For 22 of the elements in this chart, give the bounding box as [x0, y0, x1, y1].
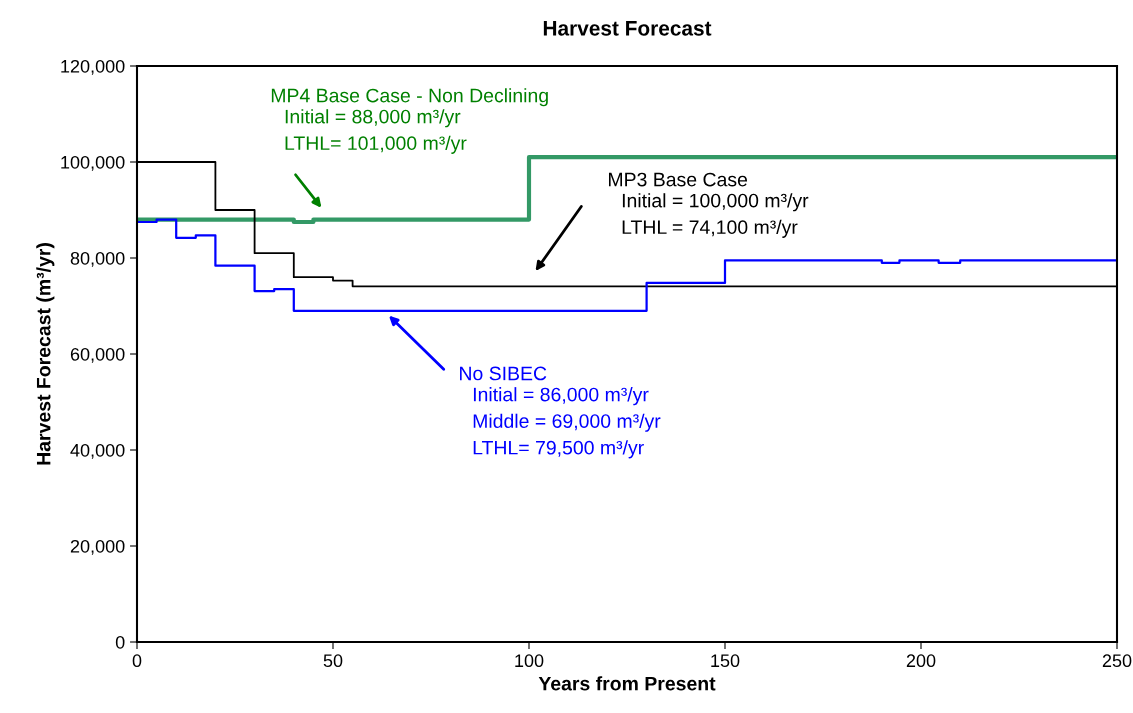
text: No SIBEC [460, 366, 547, 381]
x-tick-label: 200 [906, 654, 936, 668]
annotation: Initial = 86,000 m³/yr Middle = 69,000 m³/yr LTHL= 79,500 m³/yr [473, 387, 661, 459]
x-tick-label: 150 [711, 654, 740, 668]
y-tick-label: 120,000 [61, 59, 125, 75]
x-tick-label: 50 [323, 654, 343, 668]
y-tick-label: 40,000 [70, 443, 125, 459]
y-tick-label: 0 [115, 635, 125, 649]
y-tick-label: 80,000 [70, 251, 125, 267]
y-axis-title: Harvest Forecast (m³/yr) [36, 243, 55, 465]
x-tick-label: 0 [132, 654, 142, 668]
annotation: Initial = 88,000 m³/yr LTHL= 101,000 m³/yr [285, 109, 467, 154]
y-tick-label: 60,000 [70, 347, 125, 363]
chart-title: Harvest Forecast [543, 21, 712, 36]
text: MP3 Base Case [609, 172, 748, 187]
y-tick-label: 100,000 [61, 155, 125, 171]
x-tick-label: 250 [1102, 654, 1132, 668]
text: MP4 Base Case - Non Declining [271, 88, 548, 107]
x-axis-title: Years from Present [538, 676, 716, 691]
y-tick-label: 20,000 [70, 539, 125, 555]
x-tick-label: 100 [515, 654, 544, 668]
annotation: Initial = 100,000 m³/yr LTHL = 74,100 m³/yr [622, 193, 809, 238]
